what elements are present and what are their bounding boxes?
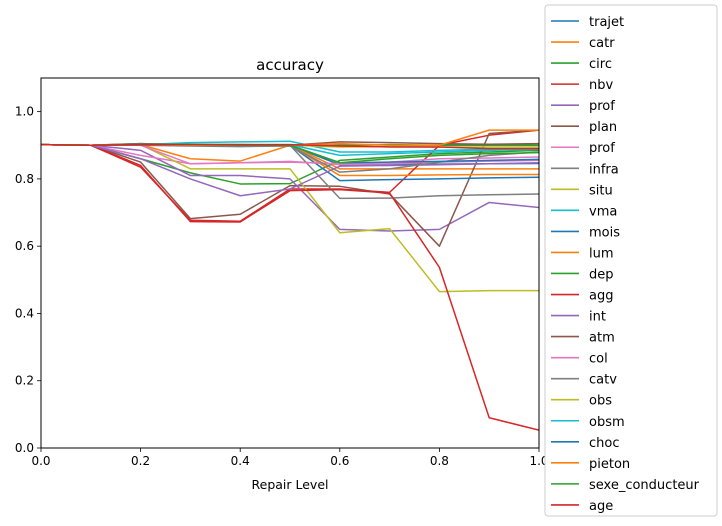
y-tick-label: 0.4 [15, 306, 34, 320]
legend-label-situ: situ [589, 183, 613, 198]
legend-label-prof: prof [589, 99, 615, 114]
legend: trajet catr circ nbv prof plan prof infra situ vm… [544, 4, 718, 517]
x-tick-label: 0.6 [330, 454, 349, 468]
x-tick-label: 0.2 [131, 454, 150, 468]
legend-label-dep: dep [589, 267, 614, 282]
legend-label-lum: lum [589, 246, 614, 261]
chart-title: accuracy [256, 56, 324, 74]
axes-frame [40, 77, 540, 449]
legend-label-infra: infra [589, 162, 619, 177]
legend-label-choc: choc [589, 436, 620, 451]
series-line-pieton [41, 129, 539, 147]
series-line-plan [41, 129, 539, 247]
legend-label-mois: mois [589, 225, 620, 240]
legend-label-trajet: trajet [589, 15, 624, 30]
y-tick-label: 0.6 [15, 239, 34, 253]
legend-label-catv: catv [589, 373, 617, 388]
legend-label-obsm: obsm [589, 415, 625, 430]
legend-label-int: int [589, 310, 606, 325]
legend-label-vma: vma [589, 204, 617, 219]
legend-label-col: col [589, 352, 608, 367]
series-line-age [41, 143, 539, 150]
x-tick-label: 0.8 [430, 454, 449, 468]
legend-label-circ: circ [589, 57, 612, 72]
legend-label-sexe_conducteur: sexe_conducteur [589, 478, 700, 493]
x-tick-label: 1.0 [529, 454, 548, 468]
x-axis-label: Repair Level [252, 477, 329, 492]
legend-label-prof: prof [589, 141, 615, 156]
y-tick-label: 0.0 [15, 441, 34, 455]
series-line-prof [41, 143, 539, 232]
y-tick-label: 1.0 [15, 105, 34, 119]
y-tick-label: 0.8 [15, 172, 34, 186]
legend-label-age: age [589, 499, 613, 514]
series-line-int [41, 143, 539, 197]
legend-label-pieton: pieton [589, 457, 630, 472]
plot-lines [41, 129, 539, 431]
legend-label-nbv: nbv [589, 78, 613, 93]
legend-label-catr: catr [589, 36, 615, 51]
legend-label-agg: agg [589, 289, 613, 304]
legend-label-plan: plan [589, 120, 617, 135]
x-tick-label: 0.4 [231, 454, 250, 468]
legend-label-obs: obs [589, 394, 612, 409]
y-axis-ticks: 0.0 0.2 0.4 0.6 0.8 1.0 [15, 105, 41, 455]
y-tick-label: 0.2 [15, 374, 34, 388]
x-axis-ticks: 0.0 0.2 0.4 0.6 0.8 1.0 [31, 448, 549, 468]
x-tick-label: 0.0 [31, 454, 50, 468]
series-line-catv [41, 143, 539, 173]
series-line-agg [41, 143, 539, 431]
legend-label-atm: atm [589, 331, 615, 346]
series-line-situ [41, 143, 539, 293]
legend-box [544, 4, 718, 517]
